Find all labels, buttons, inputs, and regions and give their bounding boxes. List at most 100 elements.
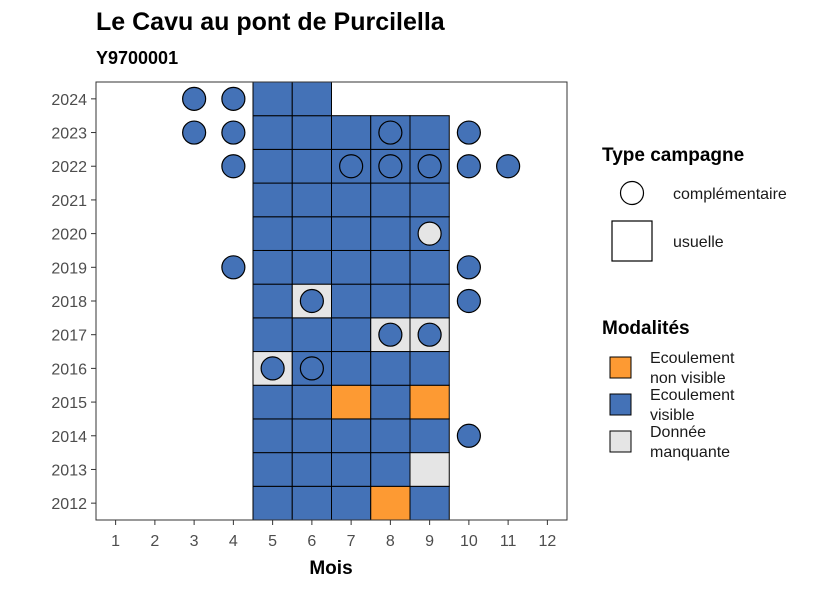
tile-2017-5 (252, 317, 293, 353)
x-axis: 1 2 3 4 5 6 7 8 9 10 11 12 (111, 520, 556, 550)
tile-2021-5 (252, 182, 293, 218)
tile-2018-9 (409, 283, 450, 319)
tile-2016-8 (370, 351, 411, 386)
legend-fill-label-1-0: Ecoulement (650, 387, 735, 404)
legend-fill-label-2-1: manquante (650, 444, 730, 461)
y-tick-label-2012: 2012 (51, 496, 87, 513)
x-tick-label-6: 6 (307, 533, 316, 550)
point-2022-7 (339, 154, 364, 179)
x-tick-label-10: 10 (460, 533, 478, 550)
x-tick-label-8: 8 (386, 533, 395, 550)
tile-2012-9 (409, 485, 450, 521)
point-2019-10 (456, 255, 481, 280)
point-2016-6 (299, 356, 324, 381)
legend: Type campagne Modalités complémentaire us… (602, 145, 787, 461)
tile-2018-8 (370, 283, 411, 319)
point-2018-10 (456, 288, 481, 314)
tile-2015-8 (370, 384, 411, 420)
x-tick-label-11: 11 (500, 533, 517, 550)
tile-2020-5 (252, 216, 293, 251)
y-tick-label-2018: 2018 (51, 294, 87, 311)
x-tick-label-9: 9 (425, 533, 434, 550)
y-tick-label-2019: 2019 (51, 260, 87, 277)
tile-2023-5 (252, 115, 293, 150)
tile-2013-7 (331, 452, 372, 487)
tile-2022-5 (252, 148, 293, 184)
tile-2017-6 (291, 317, 332, 353)
tile-2019-6 (291, 249, 332, 285)
y-tick-label-2020: 2020 (51, 227, 87, 244)
legend-swatch-0 (609, 356, 632, 379)
point-2014-10 (456, 423, 481, 448)
y-tick-label-2013: 2013 (51, 462, 87, 479)
point-2017-8 (378, 322, 403, 347)
tile-2012-6 (291, 485, 332, 521)
point-2022-10 (456, 154, 481, 179)
tile-2014-9 (409, 418, 450, 454)
y-tick-label-2015: 2015 (51, 395, 87, 412)
point-2016-5 (260, 356, 285, 381)
point-2017-9 (417, 322, 442, 347)
legend-circle-key (619, 180, 645, 206)
tile-2021-9 (409, 182, 450, 218)
point-2024-3 (182, 86, 207, 111)
tile-2021-6 (291, 182, 332, 218)
point-2023-4 (221, 120, 246, 145)
tile-2024-6 (291, 81, 332, 117)
point-2023-10 (456, 120, 481, 145)
tile-2020-7 (331, 216, 372, 251)
point-2024-4 (221, 86, 246, 111)
tile-2014-5 (252, 418, 293, 454)
tile-2013-5 (252, 452, 293, 487)
point-2022-9 (417, 154, 442, 179)
tile-2015-7 (331, 384, 372, 420)
point-2020-9 (417, 221, 442, 246)
legend-fill-label-0-1: non visible (650, 370, 726, 387)
tile-2015-6 (291, 384, 332, 420)
legend-label-square: usuelle (673, 234, 724, 251)
tile-2019-8 (370, 249, 411, 285)
tile-2014-7 (331, 418, 372, 454)
tile-2023-9 (409, 115, 450, 150)
tile-2012-8 (370, 485, 411, 521)
y-tick-label-2017: 2017 (51, 328, 87, 345)
tile-2020-8 (370, 216, 411, 251)
tile-2023-6 (291, 115, 332, 150)
point-2022-11 (496, 154, 521, 179)
y-axis: 2012 2013 2014 2015 2016 2017 2018 2019 2020 2021… (51, 92, 96, 513)
y-tick-label-2021: 2021 (51, 193, 87, 210)
tile-2013-9 (409, 452, 450, 487)
x-tick-label-3: 3 (190, 533, 199, 550)
tile-2019-5 (252, 249, 293, 285)
tile-2013-6 (291, 452, 332, 487)
x-tick-label-4: 4 (229, 533, 238, 550)
point-2023-3 (182, 120, 207, 145)
tile-2014-8 (370, 418, 411, 454)
y-tick-label-2023: 2023 (51, 126, 87, 143)
x-tick-label-7: 7 (347, 533, 356, 550)
tile-2021-7 (331, 182, 372, 218)
tile-2013-8 (370, 452, 411, 487)
legend-label-circle: complémentaire (673, 186, 787, 203)
tile-2016-7 (331, 351, 372, 386)
tile-2016-9 (409, 351, 450, 386)
tile-2020-6 (291, 216, 332, 251)
point-2018-6 (299, 288, 324, 314)
point-2019-4 (221, 255, 246, 280)
point-2023-8 (378, 120, 403, 145)
usuelle-tiles (252, 81, 450, 521)
y-tick-label-2024: 2024 (51, 92, 87, 109)
tile-2024-5 (252, 81, 293, 117)
tile-2019-7 (331, 249, 372, 285)
legend-shape-title: Type campagne (602, 145, 744, 166)
legend-fill-label-2-0: Donnée (650, 424, 706, 441)
tile-2023-7 (331, 115, 372, 150)
y-tick-label-2016: 2016 (51, 361, 87, 378)
tile-2014-6 (291, 418, 332, 454)
tile-2012-7 (331, 485, 372, 521)
x-axis-title: Mois (309, 558, 352, 579)
x-tick-label-5: 5 (268, 533, 277, 550)
tile-2015-5 (252, 384, 293, 420)
complementaire-points (182, 86, 521, 448)
x-tick-label-1: 1 (111, 533, 120, 550)
